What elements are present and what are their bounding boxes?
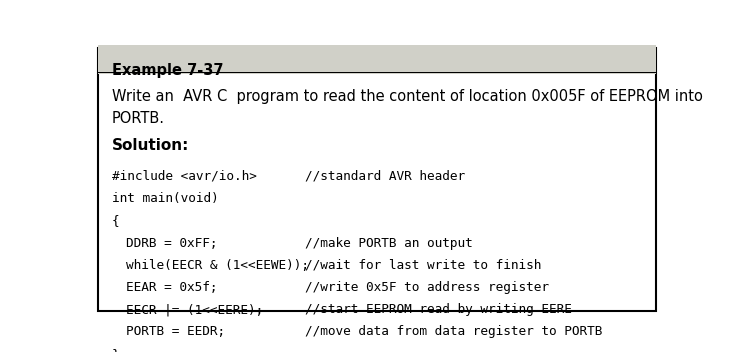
Bar (98, 45, 656, 74)
Text: PORTB.: PORTB. (112, 111, 165, 126)
Text: //make PORTB an output: //make PORTB an output (306, 237, 473, 250)
Text: PORTB = EEDR;: PORTB = EEDR; (126, 326, 225, 339)
Text: //move data from data register to PORTB: //move data from data register to PORTB (306, 326, 603, 339)
Text: EEAR = 0x5f;: EEAR = 0x5f; (126, 281, 218, 294)
Text: //wait for last write to finish: //wait for last write to finish (306, 259, 542, 272)
Text: //standard AVR header: //standard AVR header (306, 170, 465, 183)
Text: Solution:: Solution: (112, 138, 189, 153)
Text: {: { (112, 214, 119, 227)
Text: EECR |= (1<<EERE);: EECR |= (1<<EERE); (126, 303, 263, 316)
Text: //write 0x5F to address register: //write 0x5F to address register (306, 281, 550, 294)
Text: int main(void): int main(void) (112, 192, 218, 205)
Bar (98, 72, 656, 73)
Text: DDRB = 0xFF;: DDRB = 0xFF; (126, 237, 218, 250)
Text: Example 7-37: Example 7-37 (112, 63, 223, 78)
Text: #include <avr/io.h>: #include <avr/io.h> (112, 170, 257, 183)
Text: //start EEPROM read by writing EERE: //start EEPROM read by writing EERE (306, 303, 573, 316)
Text: Write an  AVR C  program to read the content of location 0x005F of EEPROM into: Write an AVR C program to read the conte… (112, 89, 703, 104)
Text: while(EECR & (1<<EEWE));: while(EECR & (1<<EEWE)); (126, 259, 309, 272)
Text: }: } (112, 348, 119, 352)
